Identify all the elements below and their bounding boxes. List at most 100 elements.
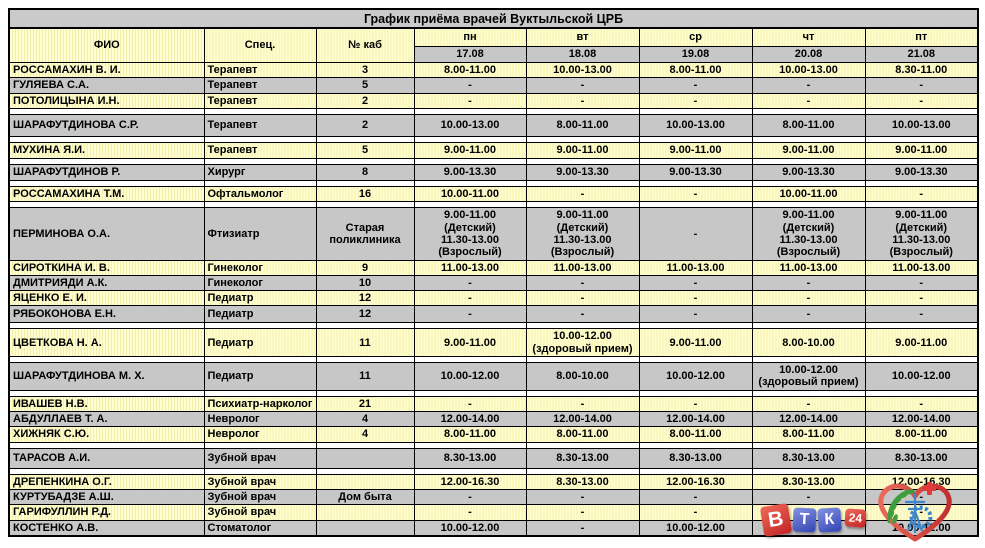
schedule-cell: 11.00-13.00: [525, 259, 640, 276]
doctor-row: ДРЕПЕНКИНА О.Г. Зубной врач 12.00-16.30 8.3…: [8, 473, 979, 490]
spacer-row: [8, 389, 979, 397]
schedule-cell: 10.00-13.00: [638, 113, 753, 137]
date-thu: 20.08: [751, 46, 866, 63]
specialty-cell: Терапевт: [203, 77, 317, 94]
schedule-cell: 9.00-11.00 (Детский) 11.30-13.00 (Взросл…: [525, 207, 640, 261]
schedule-cell: -: [638, 305, 753, 324]
schedule-cell: 10.00-13.00: [751, 61, 866, 79]
schedule-cell: 10.00-12.00 (здоровый прием): [525, 328, 640, 358]
doctor-row: ПЕРМИНОВА О.А. Фтизиатр Старая поликлиника…: [8, 207, 979, 261]
schedule-cell: -: [638, 207, 753, 261]
schedule-cell: 9.00-11.00: [413, 141, 527, 159]
date-mon: 17.08: [413, 46, 527, 63]
doctor-row: ЦВЕТКОВА Н. А. Педиатр 11 9.00-11.00 10.00-1…: [8, 328, 979, 358]
room-cell: 4: [315, 410, 415, 428]
schedule-cell: -: [525, 77, 640, 94]
doctor-name-cell: КОСТЕНКО А.В.: [8, 519, 205, 537]
schedule-cell: 9.00-11.00 (Детский) 11.30-13.00 (Взросл…: [751, 207, 866, 261]
column-header-spec: Спец.: [203, 27, 317, 63]
date-wed: 19.08: [638, 46, 753, 63]
schedule-rows: РОССАМАХИН В. И. Терапевт 3 8.00-11.00 10.00…: [8, 61, 979, 537]
doctor-name-cell: ДМИТРИЯДИ А.К.: [8, 274, 205, 292]
schedule-cell: 10.00-12.00: [638, 362, 753, 391]
specialty-cell: Хирург: [203, 163, 317, 181]
schedule-cell: 8.00-10.00: [525, 362, 640, 391]
schedule-cell: 12.00-16.30: [413, 473, 527, 490]
doctor-row: ШАРАФУТДИНОВ Р. Хирург 8 9.00-13.30 9.00-13.…: [8, 163, 979, 181]
schedule-cell: 8.30-13.00: [751, 447, 866, 469]
schedule-cell: 9.00-13.30: [751, 163, 866, 181]
schedule-cell: -: [751, 92, 866, 109]
doctor-row: РОССАМАХИН В. И. Терапевт 3 8.00-11.00 10.00…: [8, 61, 979, 79]
schedule-cell: -: [751, 488, 866, 506]
laurel-branch-icon: [887, 488, 915, 524]
schedule-cell: -: [638, 395, 753, 413]
specialty-cell: Терапевт: [203, 113, 317, 137]
doctor-name-cell: РОССАМАХИНА Т.М.: [8, 185, 205, 203]
doctor-name-cell: ТАРАСОВ А.И.: [8, 447, 205, 469]
schedule-cell: -: [864, 185, 979, 203]
column-header-room: № каб: [315, 27, 415, 63]
schedule-cell: 12.00-14.00: [413, 410, 527, 428]
schedule-cell: 10.00-13.00: [525, 61, 640, 79]
specialty-cell: Невролог: [203, 410, 317, 428]
schedule-cell: 8.00-11.00: [413, 61, 527, 79]
schedule-cell: 8.00-11.00: [751, 426, 866, 443]
schedule-cell: 12.00-14.00: [751, 410, 866, 428]
room-cell: 5: [315, 77, 415, 94]
schedule-cell: 10.00-12.00: [864, 362, 979, 391]
schedule-cell: 10.00-12.00: [413, 519, 527, 537]
specialty-cell: Зубной врач: [203, 473, 317, 490]
spacer-row: [8, 467, 979, 475]
pylon-icon: [905, 493, 925, 533]
schedule-cell: -: [864, 77, 979, 94]
schedule-cell: -: [413, 92, 527, 109]
room-cell: Дом быта: [315, 488, 415, 506]
schedule-cell: -: [525, 395, 640, 413]
schedule-cell: -: [413, 290, 527, 307]
room-cell: 5: [315, 141, 415, 159]
schedule-cell: 12.00-16.30: [638, 473, 753, 490]
room-cell: Старая поликлиника: [315, 207, 415, 261]
doctor-row: ДМИТРИЯДИ А.К. Гинеколог 10- - - - -: [8, 274, 979, 292]
schedule-cell: 9.00-13.30: [864, 163, 979, 181]
doctor-row: РОССАМАХИНА Т.М. Офтальмолог 16 10.00-11.00…: [8, 185, 979, 203]
schedule-cell: 10.00-11.00: [413, 185, 527, 203]
spacer-cell: [864, 356, 979, 364]
doctors-schedule-table: График приёма врачей Вуктыльской ЦРБ ФИО…: [8, 8, 980, 537]
spacer-row: [8, 322, 979, 330]
doctor-name-cell: ШАРАФУТДИНОВА С.Р.: [8, 113, 205, 137]
room-cell: 16: [315, 185, 415, 203]
day-header-tue: вт: [525, 27, 640, 47]
schedule-cell: 9.00-11.00 (Детский) 11.30-13.00 (Взросл…: [864, 207, 979, 261]
schedule-cell: 8.00-11.00: [864, 426, 979, 443]
doctor-name-cell: ПЕРМИНОВА О.А.: [8, 207, 205, 261]
medical-cross-icon: [923, 482, 936, 495]
doctor-name-cell: ШАРАФУТДИНОВА М. Х.: [8, 362, 205, 391]
schedule-cell: 9.00-11.00: [638, 328, 753, 358]
specialty-cell: Стоматолог: [203, 519, 317, 537]
schedule-cell: -: [525, 504, 640, 521]
vtk-badge-24: 24: [844, 508, 867, 528]
schedule-cell: -: [525, 185, 640, 203]
doctor-row: АБДУЛЛАЕВ Т. А. Невролог 4 12.00-14.00 12.00…: [8, 410, 979, 428]
schedule-cell: 8.30-13.00: [751, 473, 866, 490]
doctor-name-cell: ДРЕПЕНКИНА О.Г.: [8, 473, 205, 490]
hospital-heart-logo: [878, 482, 952, 542]
specialty-cell: Педиатр: [203, 328, 317, 358]
doctor-name-cell: ХИЖНЯК С.Ю.: [8, 426, 205, 443]
schedule-cell: 9.00-13.30: [413, 163, 527, 181]
specialty-cell: Гинеколог: [203, 259, 317, 276]
room-cell: [315, 473, 415, 490]
doctor-row: ЯЦЕНКО Е. И. Педиатр 12- - - - -: [8, 290, 979, 307]
room-cell: 4: [315, 426, 415, 443]
heart-outline: [878, 483, 952, 542]
schedule-cell: -: [525, 519, 640, 537]
specialty-cell: Гинеколог: [203, 274, 317, 292]
schedule-cell: 9.00-11.00: [751, 141, 866, 159]
room-cell: 9: [315, 259, 415, 276]
doctor-name-cell: ПОТОЛИЦЫНА И.Н.: [8, 92, 205, 109]
schedule-cell: 8.00-11.00: [525, 113, 640, 137]
schedule-cell: 8.00-11.00: [638, 61, 753, 79]
